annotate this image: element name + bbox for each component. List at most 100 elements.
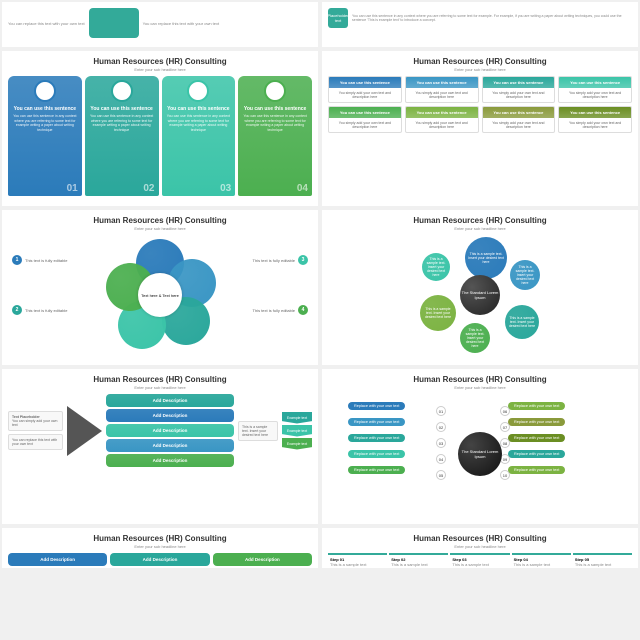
slide-fragment-top-left: You can replace this text with your own … <box>2 2 318 47</box>
list-item: 2This text is fully editable <box>12 305 67 315</box>
cell-head: You can use this sentence <box>406 107 478 118</box>
bottom-bar: Add Description <box>8 553 107 566</box>
cell-body: You simply add your own text and descrip… <box>406 88 478 102</box>
orbit-bubble: This is a sample text. Insert your desir… <box>465 237 507 279</box>
puzzle-shape <box>89 8 139 38</box>
radial-pill: Replace with your own text <box>348 434 405 442</box>
card-number: 02 <box>143 183 154 194</box>
pill-number: 10 <box>500 470 510 480</box>
grid-cell: You can use this sentenceYou simply add … <box>328 76 402 103</box>
info-card: You can use this sentence You can use thi… <box>85 76 159 196</box>
step-body: This is a sample text <box>452 562 488 567</box>
page-title: Human Resources (HR) Consulting <box>328 57 632 66</box>
radial-pill: Replace with your own text <box>508 450 565 458</box>
slide-bottom-steps: Human Resources (HR) Consulting Enter yo… <box>322 528 638 568</box>
info-card: You can use this sentence You can use thi… <box>238 76 312 196</box>
item-text: This text is fully editable <box>253 258 295 263</box>
cell-body: You simply add your own text and descrip… <box>483 118 555 132</box>
page-subtitle: Enter your sub headline here <box>328 544 632 549</box>
page-title: Human Resources (HR) Consulting <box>8 216 312 225</box>
cell-head: You can use this sentence <box>406 77 478 88</box>
step-body: This is a sample text <box>330 562 366 567</box>
step-item: Step 03This is a sample text <box>450 553 509 568</box>
item-text: This text is fully editable <box>25 258 67 263</box>
card-icon <box>34 80 56 102</box>
slide-radial-pills: Human Resources (HR) Consulting Enter yo… <box>322 369 638 524</box>
template-grid: You can replace this text with your own … <box>0 0 640 570</box>
card-icon <box>187 80 209 102</box>
pill-number: 05 <box>436 470 446 480</box>
flower-center: Text here & Text here <box>138 273 182 317</box>
page-title: Human Resources (HR) Consulting <box>328 534 632 543</box>
chevron-step: Example text <box>282 412 312 424</box>
page-title: Human Resources (HR) Consulting <box>8 57 312 66</box>
page-title: Human Resources (HR) Consulting <box>8 375 312 384</box>
radial-pill: Replace with your own text <box>508 434 565 442</box>
radial-center: The Standard Lorem Ipsum <box>458 432 502 476</box>
card-head: You can use this sentence <box>90 106 152 112</box>
step-item: Step 04This is a sample text <box>512 553 571 568</box>
arrow-shape <box>67 406 102 456</box>
flow-bar: Add Description <box>106 394 234 407</box>
radial-pill: Replace with your own text <box>348 402 405 410</box>
grid-cell: You can use this sentenceYou simply add … <box>328 106 402 133</box>
flow-bar: Add Description <box>106 439 234 452</box>
page-subtitle: Enter your sub headline here <box>8 67 312 72</box>
item-text: This text is fully editable <box>253 308 295 313</box>
chevron-step: Example text <box>282 438 312 450</box>
card-head: You can use this sentence <box>14 106 76 112</box>
card-body: You can use this sentence in any context… <box>242 114 308 132</box>
info-card: You can use this sentence You can use thi… <box>162 76 236 196</box>
cell-body: You simply add your own text and descrip… <box>483 88 555 102</box>
card-head: You can use this sentence <box>244 106 306 112</box>
grid-cell: You can use this sentenceYou simply add … <box>558 76 632 103</box>
page-title: Human Resources (HR) Consulting <box>8 534 312 543</box>
page-title: Human Resources (HR) Consulting <box>328 216 632 225</box>
cell-body: You simply add your own text and descrip… <box>329 88 401 102</box>
step-body: This is a sample text <box>391 562 427 567</box>
page-subtitle: Enter your sub headline here <box>328 385 632 390</box>
flow-bar: Add Description <box>106 409 234 422</box>
info-card: You can use this sentenceYou can use thi… <box>8 76 82 196</box>
page-subtitle: Enter your sub headline here <box>8 385 312 390</box>
card-body: You can use this sentence in any context… <box>166 114 232 132</box>
cell-head: You can use this sentence <box>329 77 401 88</box>
item-number: 4 <box>298 305 308 315</box>
orbit-bubble: This is a sample text. Insert your desir… <box>422 253 450 281</box>
grid-cell: You can use this sentenceYou simply add … <box>405 106 479 133</box>
cell-body: You simply add your own text and descrip… <box>559 118 631 132</box>
pill-number: 08 <box>500 438 510 448</box>
cell-head: You can use this sentence <box>559 77 631 88</box>
slide-eight-grid: Human Resources (HR) Consulting Enter yo… <box>322 51 638 206</box>
grid-cell: You can use this sentenceYou simply add … <box>558 106 632 133</box>
item-text: This text is fully editable <box>25 308 67 313</box>
pill-number: 07 <box>500 422 510 432</box>
list-item: 3This text is fully editable <box>253 255 308 265</box>
cell-head: You can use this sentence <box>329 107 401 118</box>
slide-four-cards: Human Resources (HR) Consulting Enter yo… <box>2 51 318 206</box>
slide-flower: Human Resources (HR) Consulting Enter yo… <box>2 210 318 365</box>
slide-fragment-top-right: Placeholder text You can use this senten… <box>322 2 638 47</box>
cell-body: You simply add your own text and descrip… <box>329 118 401 132</box>
card-icon <box>111 80 133 102</box>
card-number: 04 <box>297 183 308 194</box>
orbit-bubble: This is a sample text. Insert your desir… <box>460 323 490 353</box>
cell-head: You can use this sentence <box>559 107 631 118</box>
grid-cell: You can use this sentenceYou simply add … <box>482 76 556 103</box>
list-item: 4This text is fully editable <box>253 305 308 315</box>
card-body: You can use this sentence in any context… <box>89 114 155 132</box>
pill-number: 04 <box>436 454 446 464</box>
page-title: Human Resources (HR) Consulting <box>328 375 632 384</box>
side-text: This is a sample text. Insert your desir… <box>238 421 278 441</box>
orbit-center: The Standard Lorem Ipsum <box>460 275 500 315</box>
frag-text-right: You can replace this text with your own … <box>143 21 220 26</box>
card-head: You can use this sentence <box>167 106 229 112</box>
radial-pill: Replace with your own text <box>348 450 405 458</box>
step-body: This is a sample text <box>575 562 611 567</box>
cell-head: You can use this sentence <box>483 107 555 118</box>
slide-bottom-bars: Human Resources (HR) Consulting Enter yo… <box>2 528 318 568</box>
pill-number: 01 <box>436 406 446 416</box>
cell-head: You can use this sentence <box>483 77 555 88</box>
grid-cell: You can use this sentenceYou simply add … <box>482 106 556 133</box>
pill-number: 02 <box>436 422 446 432</box>
